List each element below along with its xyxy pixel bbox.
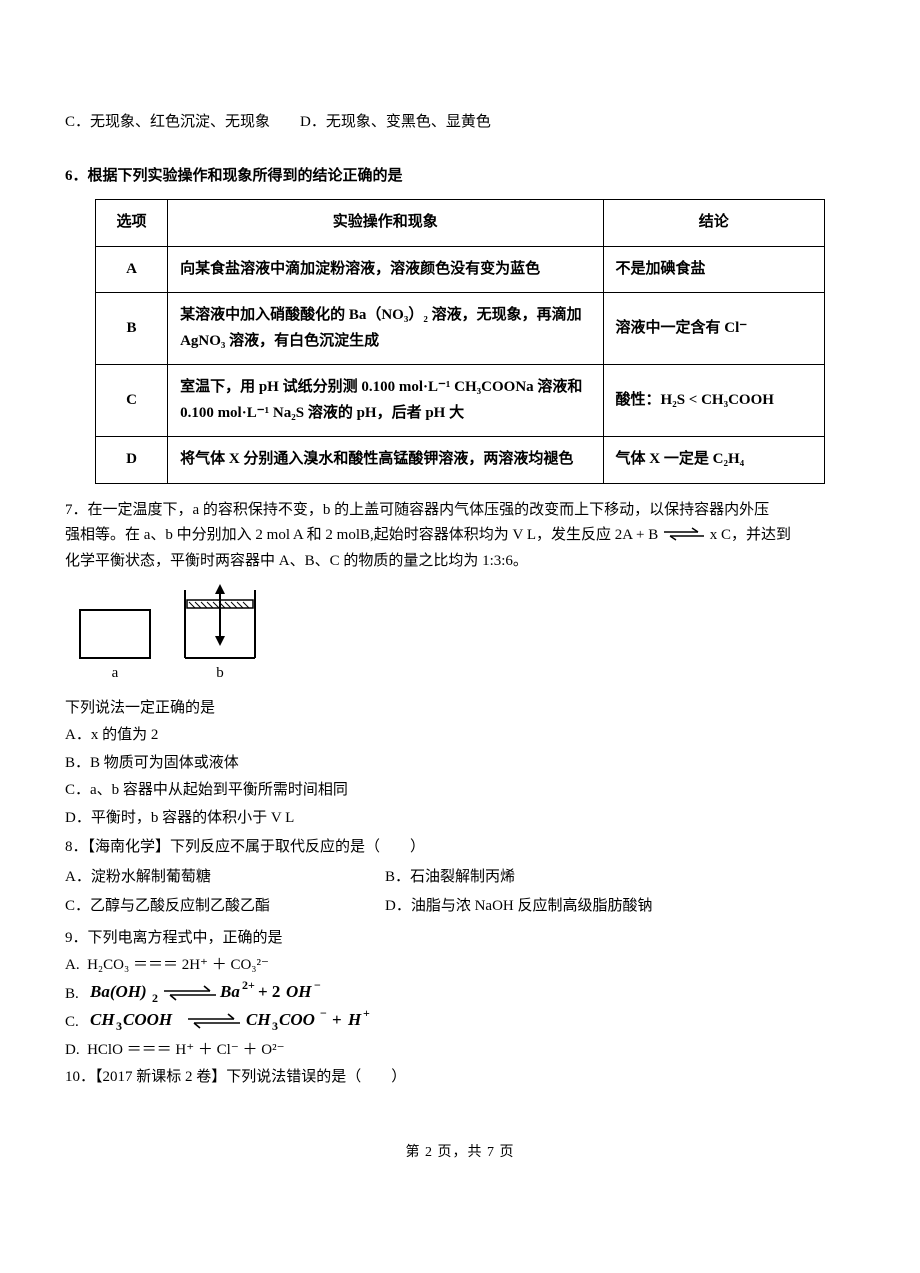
- label-a: a: [112, 665, 119, 681]
- q7-stem-line2: 强相等。在 a、b 中分别加入 2 mol A 和 2 molB,起始时容器体积…: [65, 523, 855, 549]
- q9-B: B. Ba(OH) 2 Ba 2+ + 2 OH −: [65, 981, 855, 1008]
- q7-lead: 下列说法一定正确的是: [65, 696, 855, 722]
- containers-diagram: a b: [65, 582, 855, 692]
- q7-B: B．B 物质可为固体或液体: [65, 751, 855, 777]
- q9-D-formula: HClO ＝＝＝ H⁺ ＋ Cl⁻ ＋ O²⁻: [87, 1042, 284, 1058]
- q9-C-pre: C.: [65, 1014, 86, 1030]
- svg-text:CH: CH: [90, 1010, 115, 1029]
- q9-A-formula: H₂CO₃ ＝＝＝ 2H⁺ ＋ CO₃²⁻: [87, 957, 269, 973]
- svg-text:+: +: [332, 1010, 342, 1029]
- q6-title: 6．根据下列实验操作和现象所得到的结论正确的是: [65, 164, 855, 190]
- svg-text:CH: CH: [246, 1010, 271, 1029]
- q8-stem: 8．【海南化学】下列反应不属于取代反应的是（ ）: [65, 835, 855, 861]
- q8-C: C．乙醇与乙酸反应制乙酸乙酯: [65, 894, 385, 920]
- svg-text:−: −: [320, 1009, 327, 1020]
- q7-stem-2b: x C，并达到: [710, 527, 791, 543]
- q9-block: 9．下列电离方程式中，正确的是 A. H₂CO₃ ＝＝＝ 2H⁺ ＋ CO₃²⁻…: [65, 926, 855, 1064]
- svg-text:−: −: [314, 981, 321, 992]
- table-header-row: 选项 实验操作和现象 结论: [96, 200, 825, 247]
- svg-text:COO: COO: [279, 1010, 315, 1029]
- label-b: b: [216, 665, 224, 681]
- eq-b-icon: Ba(OH) 2 Ba 2+ + 2 OH −: [90, 981, 350, 1003]
- svg-text:3: 3: [116, 1019, 122, 1031]
- svg-text:Ba(OH): Ba(OH): [90, 982, 147, 1001]
- header-operation: 实验操作和现象: [168, 200, 603, 247]
- svg-text:2: 2: [152, 991, 158, 1003]
- table-row: A 向某食盐溶液中滴加淀粉溶液，溶液颜色没有变为蓝色 不是加碘食盐: [96, 246, 825, 293]
- cell-op: 将气体 X 分别通入溴水和酸性高锰酸钾溶液，两溶液均褪色: [168, 437, 603, 484]
- svg-text:COOH: COOH: [123, 1010, 173, 1029]
- q9-A-pre: A.: [65, 957, 87, 973]
- cell-op: 室温下，用 pH 试纸分别测 0.100 mol·L⁻¹ CH₃COONa 溶液…: [168, 365, 603, 437]
- eq-c-icon: CH 3 COOH CH 3 COO − + H +: [90, 1009, 400, 1031]
- svg-text:3: 3: [272, 1019, 278, 1031]
- q9-C: C. CH 3 COOH CH 3 COO − + H +: [65, 1009, 855, 1036]
- options-c-d-line: C．无现象、红色沉淀、无现象 D．无现象、变黑色、显黄色: [65, 110, 855, 136]
- svg-text:2+: 2+: [242, 981, 255, 992]
- q8-block: 8．【海南化学】下列反应不属于取代反应的是（ ） A．淀粉水解制葡萄糖 B．石油…: [65, 835, 855, 922]
- q9-B-pre: B.: [65, 986, 86, 1002]
- q7-stem-line3: 化学平衡状态，平衡时两容器中 A、B、C 的物质的量之比均为 1:3:6。: [65, 549, 855, 575]
- cell-opt: B: [96, 293, 168, 365]
- cell-conc: 溶液中一定含有 Cl⁻: [603, 293, 824, 365]
- svg-text:OH: OH: [286, 982, 312, 1001]
- cell-opt: A: [96, 246, 168, 293]
- cell-opt: D: [96, 437, 168, 484]
- q9-A: A. H₂CO₃ ＝＝＝ 2H⁺ ＋ CO₃²⁻: [65, 953, 855, 979]
- cell-op: 向某食盐溶液中滴加淀粉溶液，溶液颜色没有变为蓝色: [168, 246, 603, 293]
- svg-text:+ 2: + 2: [258, 982, 280, 1001]
- q7-C: C．a、b 容器中从起始到平衡所需时间相同: [65, 778, 855, 804]
- header-conclusion: 结论: [603, 200, 824, 247]
- q7-stem-2a: 强相等。在 a、b 中分别加入 2 mol A 和 2 molB,起始时容器体积…: [65, 527, 658, 543]
- equilibrium-arrow-icon: [662, 527, 706, 541]
- q8-A: A．淀粉水解制葡萄糖: [65, 865, 385, 891]
- q7-block: 7．在一定温度下，a 的容积保持不变，b 的上盖可随容器内气体压强的改变而上下移…: [65, 498, 855, 832]
- q8-D: D．油脂与浓 NaOH 反应制高级脂肪酸钠: [385, 894, 653, 920]
- cell-op: 某溶液中加入硝酸酸化的 Ba（NO₃）₂ 溶液，无现象，再滴加 AgNO₃ 溶液…: [168, 293, 603, 365]
- table-row: B 某溶液中加入硝酸酸化的 Ba（NO₃）₂ 溶液，无现象，再滴加 AgNO₃ …: [96, 293, 825, 365]
- page-footer: 第 2 页，共 7 页: [65, 1141, 855, 1165]
- q7-D: D．平衡时，b 容器的体积小于 V L: [65, 806, 855, 832]
- svg-text:+: +: [363, 1009, 370, 1020]
- svg-text:H: H: [347, 1010, 362, 1029]
- q9-D-pre: D.: [65, 1042, 87, 1058]
- cell-conc: 气体 X 一定是 C₂H₄: [603, 437, 824, 484]
- table-row: C 室温下，用 pH 试纸分别测 0.100 mol·L⁻¹ CH₃COONa …: [96, 365, 825, 437]
- q10-stem: 10．【2017 新课标 2 卷】下列说法错误的是（ ）: [65, 1065, 855, 1091]
- q7-A: A．x 的值为 2: [65, 723, 855, 749]
- q6-table: 选项 实验操作和现象 结论 A 向某食盐溶液中滴加淀粉溶液，溶液颜色没有变为蓝色…: [95, 199, 825, 484]
- q9-stem: 9．下列电离方程式中，正确的是: [65, 926, 855, 952]
- cell-conc: 酸性：H₂S < CH₃COOH: [603, 365, 824, 437]
- header-option: 选项: [96, 200, 168, 247]
- q9-D: D. HClO ＝＝＝ H⁺ ＋ Cl⁻ ＋ O²⁻: [65, 1038, 855, 1064]
- document-page: C．无现象、红色沉淀、无现象 D．无现象、变黑色、显黄色 6．根据下列实验操作和…: [0, 0, 920, 1204]
- q8-B: B．石油裂解制丙烯: [385, 865, 515, 891]
- svg-text:Ba: Ba: [219, 982, 240, 1001]
- cell-conc: 不是加碘食盐: [603, 246, 824, 293]
- cell-opt: C: [96, 365, 168, 437]
- q7-stem-line1: 7．在一定温度下，a 的容积保持不变，b 的上盖可随容器内气体压强的改变而上下移…: [65, 498, 855, 524]
- table-row: D 将气体 X 分别通入溴水和酸性高锰酸钾溶液，两溶液均褪色 气体 X 一定是 …: [96, 437, 825, 484]
